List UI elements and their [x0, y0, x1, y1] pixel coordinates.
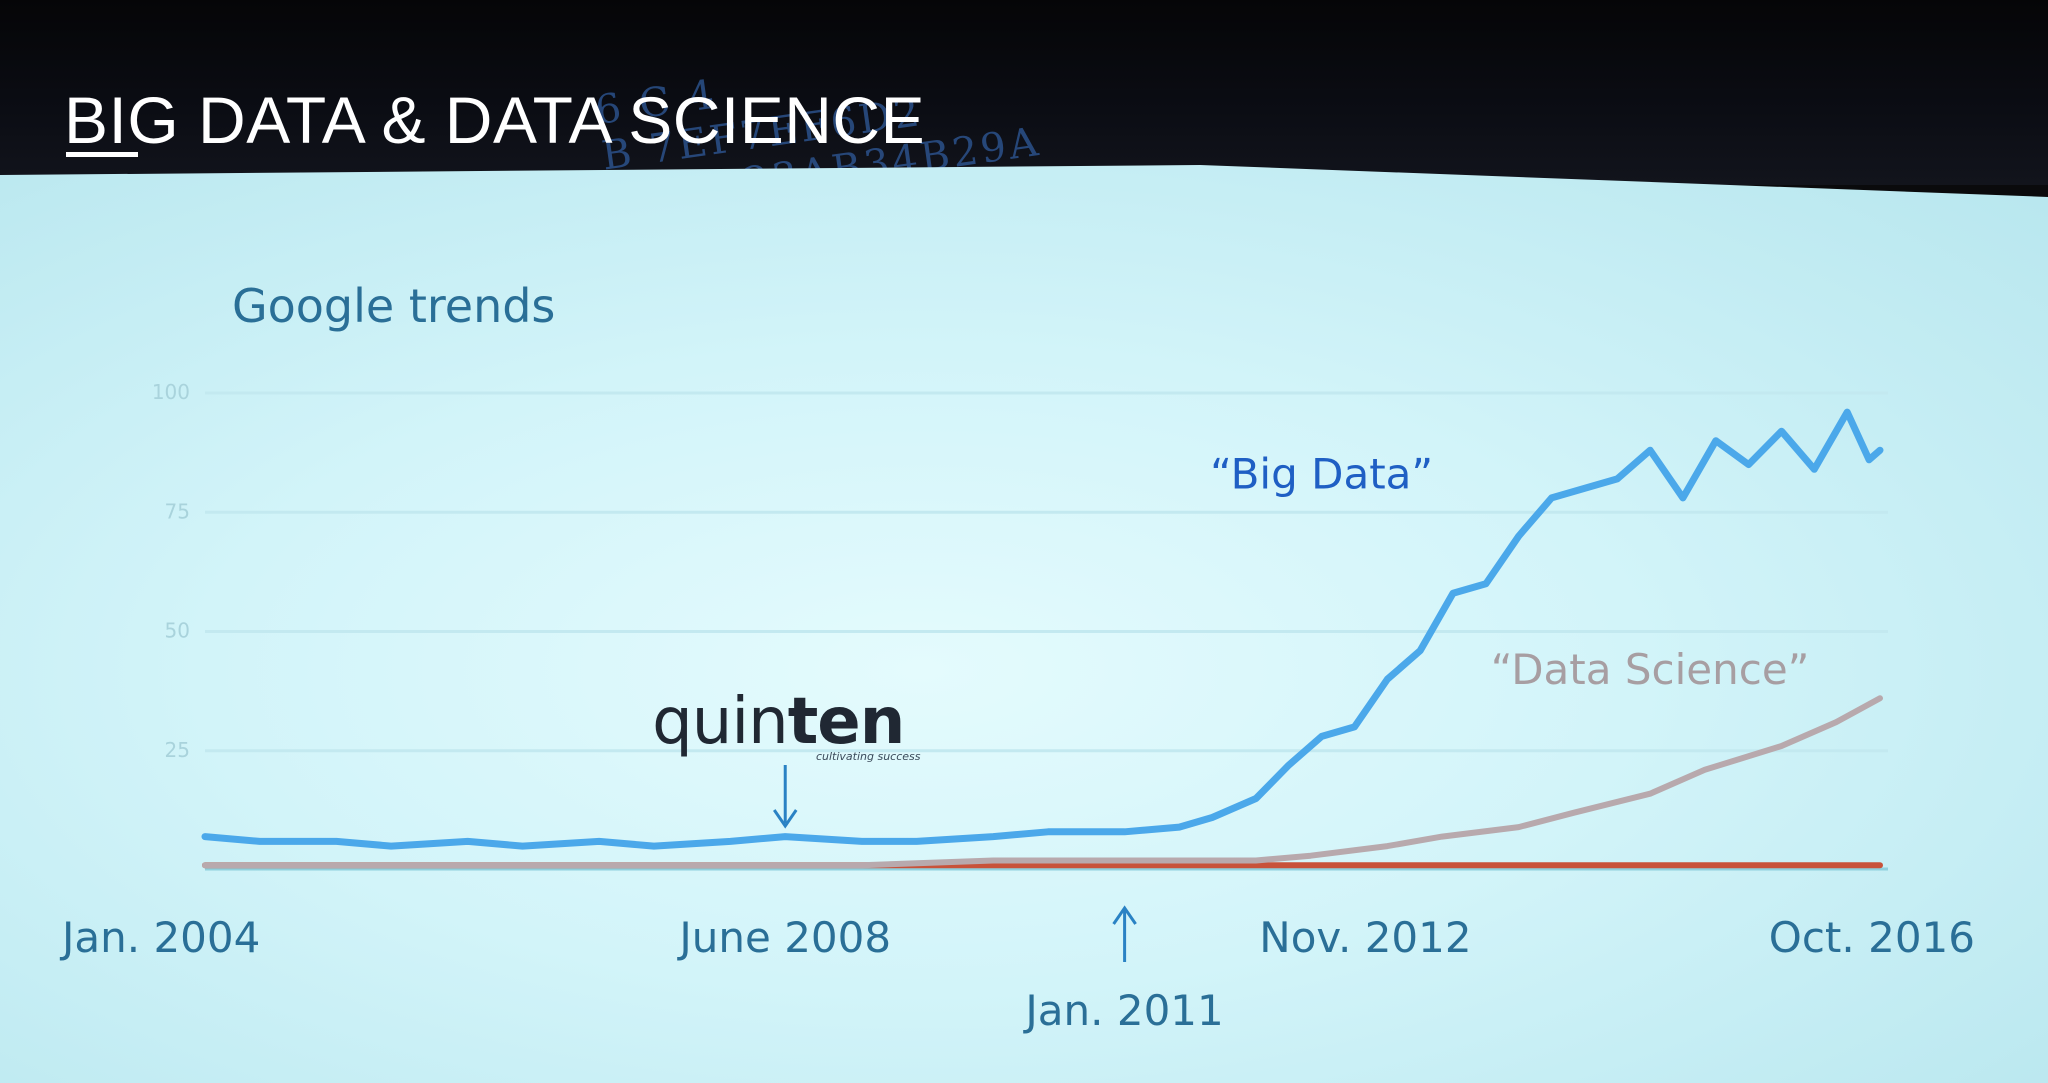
chart-series — [201, 408, 1884, 869]
logo-text-bold: ten — [788, 685, 905, 759]
x-tick-label: June 2008 — [676, 913, 891, 962]
google-trends-chart: Google trends 25 50 75 100 Jan. 2004 June 20… — [59, 279, 1975, 1035]
slide-body: Google trends 25 50 75 100 Jan. 2004 June 20… — [0, 165, 2048, 1083]
slide-title: BIG DATA & DATA SCIENCE — [64, 83, 926, 157]
y-tick-labels: 25 50 75 100 — [152, 380, 190, 762]
marker-label: Jan. 2011 — [1022, 986, 1223, 1035]
big-data-label: “Big Data” — [1210, 449, 1433, 498]
x-tick-labels: Jan. 2004 June 2008 Nov. 2012 Oct. 2016 — [59, 913, 1975, 962]
title-underline — [66, 152, 138, 157]
chart-gridlines — [205, 391, 1888, 753]
big-data-series-line — [201, 408, 1884, 850]
x-tick-label: Jan. 2004 — [59, 913, 260, 962]
y-tick-label: 25 — [165, 738, 190, 762]
x-tick-label: Nov. 2012 — [1259, 913, 1471, 962]
data-science-series-line — [202, 695, 1883, 869]
y-tick-label: 75 — [165, 499, 190, 523]
y-tick-label: 100 — [152, 380, 190, 404]
chart-title: Google trends — [232, 279, 555, 333]
x-tick-label: Oct. 2016 — [1769, 913, 1975, 962]
y-tick-label: 50 — [165, 619, 190, 643]
series-labels: “Big Data” “Data Science” — [1210, 449, 1809, 694]
up-arrowhead-icon — [1112, 905, 1137, 925]
logo-tagline: cultivating success — [816, 750, 921, 763]
logo-text-light: quin — [652, 685, 788, 759]
logo-wordmark: quinten — [652, 685, 904, 759]
timeline-markers: Jan. 2011 — [772, 765, 1224, 1035]
down-arrowhead-icon — [772, 809, 798, 829]
data-science-label: “Data Science” — [1491, 645, 1810, 694]
